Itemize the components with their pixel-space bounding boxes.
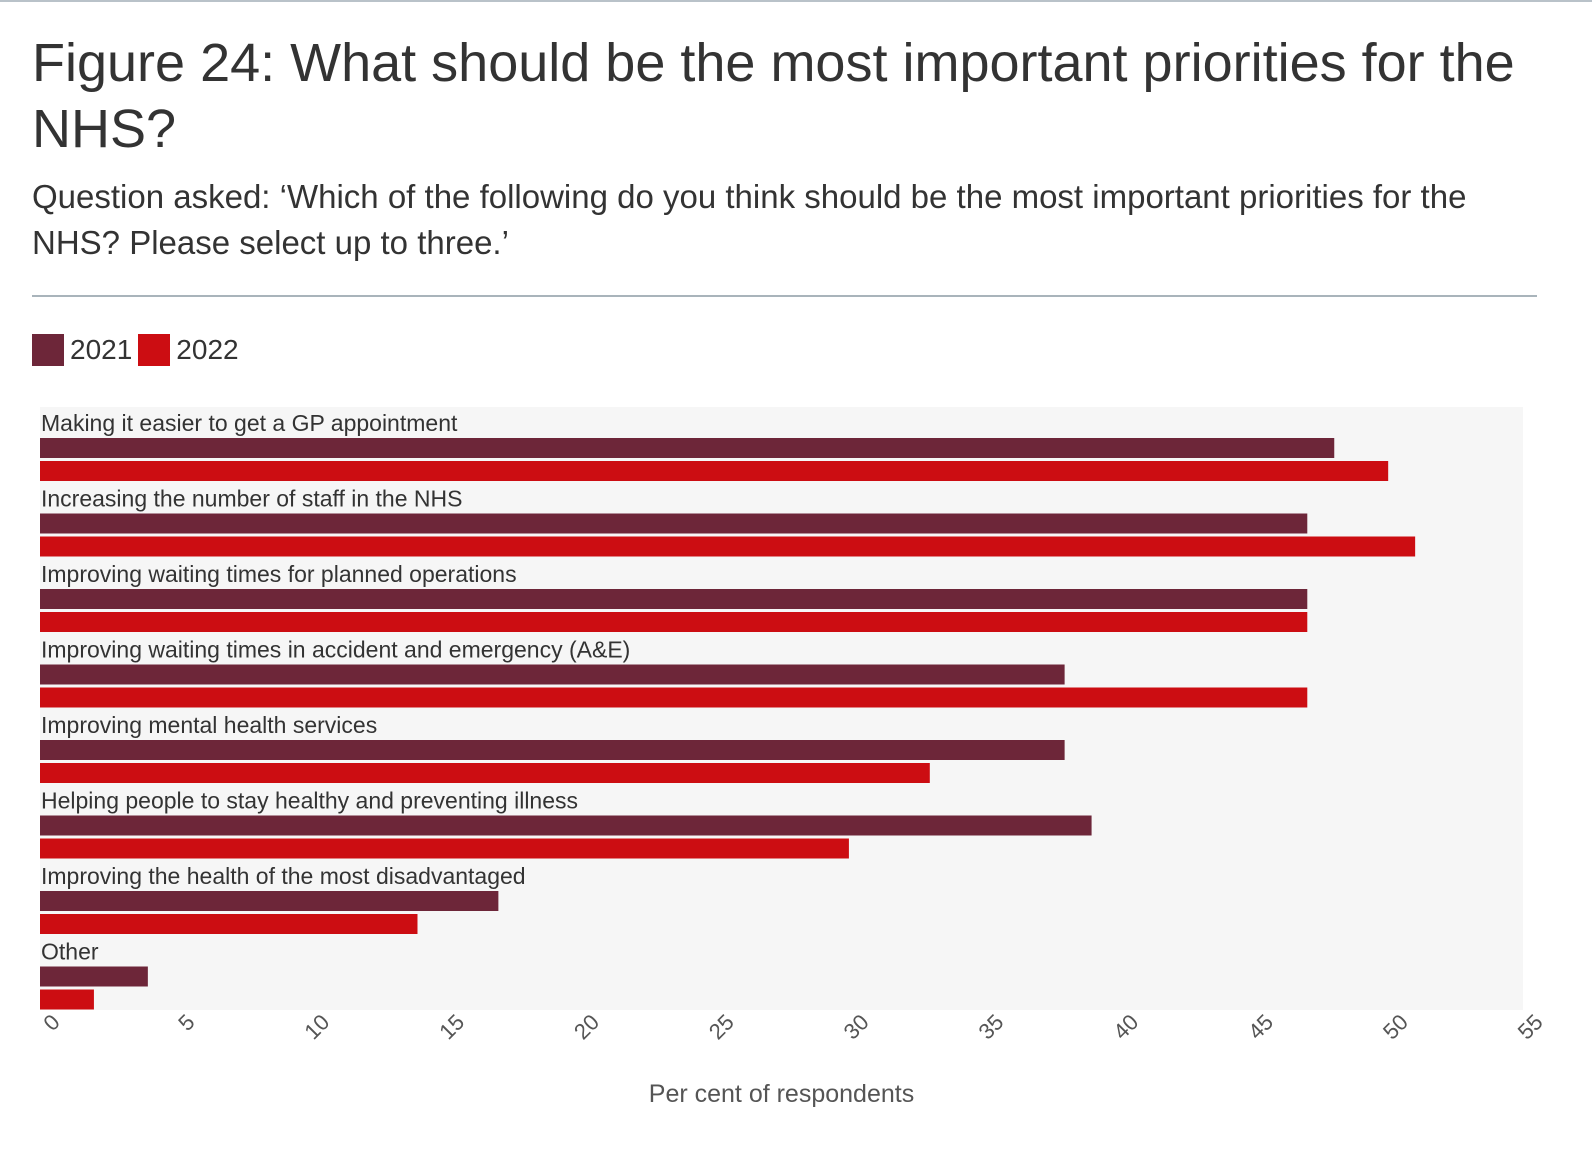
x-axis-label: Per cent of respondents: [649, 1080, 914, 1108]
x-tick-label: 15: [434, 1009, 469, 1044]
bar-2022[interactable]: Improving the health of the most disadva…: [40, 914, 418, 934]
category-label: Other: [41, 939, 99, 965]
bar-2021[interactable]: Improving mental health services — 2021:…: [40, 740, 1065, 760]
bar-2022[interactable]: Helping people to stay healthy and preve…: [40, 838, 849, 859]
x-tick-label: 0: [38, 1009, 64, 1035]
x-tick-label: 40: [1108, 1009, 1143, 1044]
header-divider: [32, 295, 1537, 297]
x-tick-label: 20: [569, 1009, 604, 1044]
category-label: Increasing the number of staff in the NH…: [41, 486, 462, 512]
legend-item-2022[interactable]: 2022: [138, 334, 239, 366]
bar-2021[interactable]: Other — 2021: 4: [40, 966, 148, 987]
bar-2021[interactable]: Increasing the number of staff in the NH…: [40, 513, 1308, 534]
x-tick-label: 30: [839, 1009, 874, 1044]
x-tick-label: 10: [299, 1009, 334, 1044]
chart-subtitle: Question asked: ‘Which of the following …: [32, 178, 1467, 261]
bar-2021[interactable]: Improving the health of the most disadva…: [40, 891, 499, 911]
bar-2021[interactable]: Making it easier to get a GP appointment…: [40, 438, 1335, 458]
bar-2022[interactable]: Improving waiting times in accident and …: [40, 687, 1308, 708]
category-label: Making it easier to get a GP appointment: [41, 410, 458, 436]
bar-2021[interactable]: Helping people to stay healthy and preve…: [40, 815, 1092, 836]
bar-2022[interactable]: Other — 2022: 2: [40, 989, 94, 1010]
legend: 2021 2022: [32, 333, 245, 367]
top-rule: [0, 0, 1592, 2]
category-label: Helping people to stay healthy and preve…: [41, 788, 578, 814]
category-label: Improving mental health services: [41, 712, 377, 738]
category-label: Improving waiting times for planned oper…: [41, 561, 517, 587]
bar-2021[interactable]: Improving waiting times in accident and …: [40, 664, 1065, 685]
category-label: Improving the health of the most disadva…: [41, 863, 526, 889]
x-tick-label: 35: [973, 1009, 1008, 1044]
legend-label-2022: 2022: [176, 334, 239, 365]
x-tick-label: 45: [1243, 1009, 1278, 1044]
legend-item-2021[interactable]: 2021: [32, 334, 132, 366]
x-tick-label: 25: [704, 1009, 739, 1044]
x-tick-label: 5: [173, 1009, 199, 1035]
bar-2022[interactable]: Improving waiting times for planned oper…: [40, 612, 1308, 632]
chart-title: Figure 24: What should be the most impor…: [32, 33, 1515, 159]
legend-label-2021: 2021: [70, 334, 133, 365]
category-label: Improving waiting times in accident and …: [41, 637, 630, 663]
x-tick-label: 55: [1513, 1009, 1548, 1044]
bar-2021[interactable]: Improving waiting times for planned oper…: [40, 589, 1308, 609]
bar-2022[interactable]: Improving mental health services — 2022:…: [40, 763, 930, 783]
bar-2022[interactable]: Increasing the number of staff in the NH…: [40, 536, 1416, 557]
legend-swatch-2022: [138, 334, 171, 366]
x-tick-label: 50: [1378, 1009, 1413, 1044]
bar-2022[interactable]: Making it easier to get a GP appointment…: [40, 461, 1389, 481]
legend-swatch-2021: [32, 334, 64, 366]
